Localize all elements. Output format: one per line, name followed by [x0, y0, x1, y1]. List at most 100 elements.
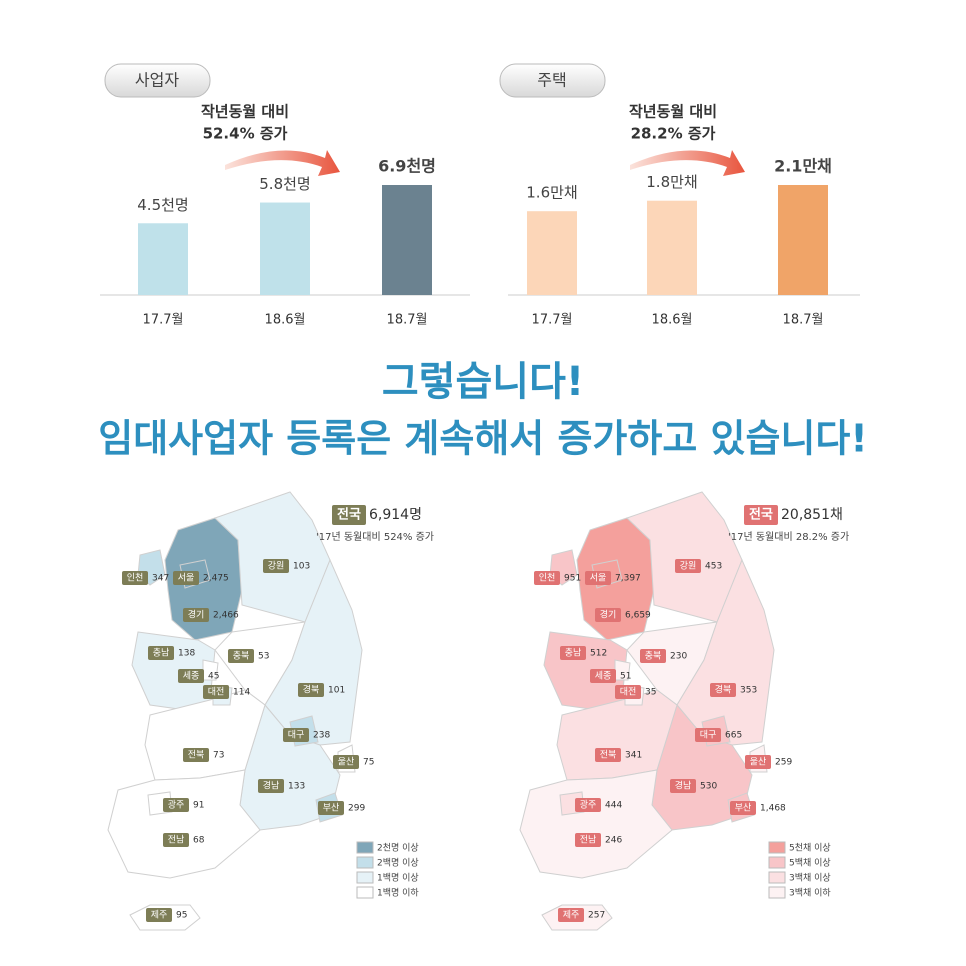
x-tick-label: 18.6월: [652, 313, 693, 328]
legend-swatch: [356, 856, 374, 869]
legend-label: 5백채 이상: [789, 858, 831, 869]
legend-swatch: [356, 841, 374, 854]
region-name: 충북: [645, 651, 662, 662]
region-value: 35: [645, 688, 656, 698]
region-value: 114: [233, 688, 250, 698]
region-name: 서울: [590, 573, 607, 584]
region-name: 충남: [153, 648, 170, 659]
legend-swatch: [356, 886, 374, 899]
region-badge: [575, 833, 601, 847]
region-name: 세종: [183, 671, 200, 682]
legend-label: 5천채 이상: [789, 843, 831, 854]
chart-title: 주택: [537, 71, 566, 90]
region-badge: [283, 728, 309, 742]
region-badge: [534, 571, 560, 585]
region-value: 444: [605, 801, 622, 811]
region-badge: [203, 685, 229, 699]
region-badge: [183, 608, 209, 622]
total-label: 전국: [749, 507, 773, 523]
region-value: 257: [588, 911, 605, 921]
region: [107, 769, 261, 879]
region-badge: [675, 559, 701, 573]
region-value: 51: [620, 672, 631, 682]
region-badge: [263, 559, 289, 573]
region-badge: [640, 649, 666, 663]
region-name: 경북: [303, 684, 320, 696]
region-badge: [183, 748, 209, 762]
region-badge: [173, 571, 199, 585]
region-value: 512: [590, 649, 607, 659]
region-badge: [615, 685, 641, 699]
x-tick-label: 17.7월: [143, 313, 184, 328]
total-label: 전국: [337, 507, 361, 523]
chart-title: 사업자: [135, 71, 179, 90]
x-tick-label: 17.7월: [532, 313, 573, 328]
bar: [260, 202, 310, 295]
region-value: 259: [775, 758, 792, 768]
annotation: 작년동월 대비: [629, 103, 717, 121]
legend-label: 1백명 이상: [377, 873, 419, 884]
region-badge: [318, 801, 344, 815]
region-badge: [333, 755, 359, 769]
region-value: 453: [705, 562, 722, 572]
legend-label: 2천명 이상: [377, 843, 419, 854]
legend-label: 2백명 이상: [377, 858, 419, 869]
region-value: 2,466: [213, 611, 239, 621]
region-badge: [560, 646, 586, 660]
region-name: 전북: [188, 750, 205, 761]
region-name: 대전: [620, 687, 637, 698]
region-name: 부산: [735, 803, 752, 814]
title-pill: [104, 63, 211, 98]
value-label: 2.1만채: [774, 157, 832, 176]
region-badge: [178, 669, 204, 683]
region-badge: [258, 779, 284, 793]
bar: [382, 185, 432, 295]
region-value: 230: [670, 652, 687, 662]
region: [264, 558, 363, 746]
region-badge: [595, 748, 621, 762]
region-badge: [695, 728, 721, 742]
region-name: 충남: [565, 648, 582, 659]
annotation: 작년동월 대비: [201, 103, 289, 121]
region-value: 6,659: [625, 611, 651, 621]
region-value: 7,397: [615, 574, 641, 584]
region-name: 대구: [288, 730, 305, 741]
region-name: 제주: [563, 910, 580, 921]
bar: [527, 211, 577, 295]
region-name: 인천: [539, 573, 556, 584]
region-value: 45: [208, 672, 219, 682]
total-note: '17년 동월대비 28.2% 증가: [728, 531, 849, 543]
x-tick-label: 18.6월: [265, 313, 306, 328]
region-name: 전남: [580, 835, 597, 846]
region-value: 133: [288, 782, 305, 792]
headline: 임대사업자 등록은 계속해서 증가하고 있습니다!: [98, 417, 867, 461]
region-value: 951: [564, 574, 581, 584]
region-value: 353: [740, 686, 757, 696]
bar: [647, 200, 697, 295]
region-value: 1,468: [760, 804, 786, 814]
region-badge: [558, 908, 584, 922]
region-name: 광주: [580, 799, 597, 811]
region-value: 91: [193, 801, 204, 811]
region-name: 인천: [127, 573, 144, 584]
region: [676, 558, 775, 746]
total-badge: [744, 505, 778, 525]
x-tick-label: 18.7월: [387, 313, 428, 328]
region-name: 세종: [595, 671, 612, 682]
value-label: 5.8천명: [259, 175, 310, 193]
region-badge: [122, 571, 148, 585]
region-badge: [298, 683, 324, 697]
region-badge: [670, 779, 696, 793]
region-value: 665: [725, 731, 742, 741]
region-name: 광주: [168, 799, 185, 811]
legend-swatch: [356, 871, 374, 884]
region-badge: [585, 571, 611, 585]
region-badge: [710, 683, 736, 697]
region-badge: [146, 908, 172, 922]
region-badge: [730, 801, 756, 815]
region-value: 53: [258, 652, 269, 662]
title-pill: [499, 63, 606, 98]
region-value: 73: [213, 751, 224, 761]
region-name: 서울: [178, 573, 195, 584]
